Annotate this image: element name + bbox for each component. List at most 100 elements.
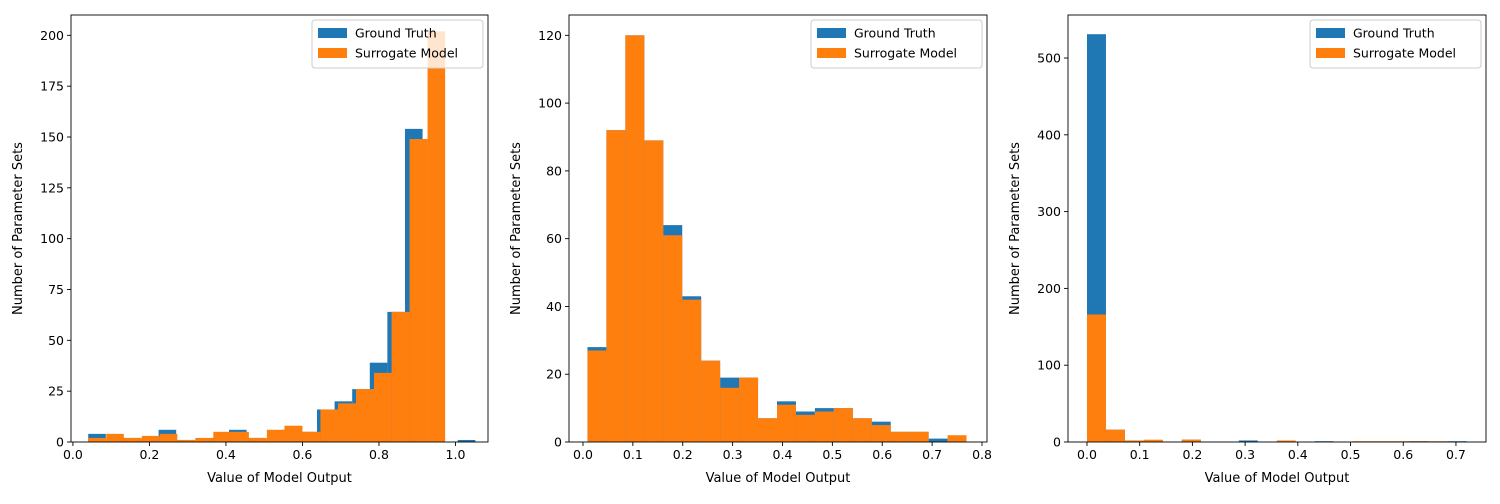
bar — [682, 299, 702, 442]
legend-swatch — [1316, 28, 1345, 38]
y-tick-label: 300 — [1037, 204, 1061, 219]
bar — [1181, 439, 1201, 442]
legend-label: Surrogate Model — [1353, 46, 1456, 61]
bar — [427, 31, 446, 443]
legend-swatch — [1316, 48, 1345, 58]
x-tick-label: 0.0 — [1077, 447, 1097, 462]
x-tick-label: 0.5 — [1341, 447, 1361, 462]
x-tick-label: 0.0 — [63, 447, 83, 462]
bar — [320, 409, 339, 442]
axes-frame — [70, 14, 489, 443]
subplot-1: 0.0 0.2 0.4 0.6 0.8 1.0 0 25 50 75 100 125 150 175 200… — [11, 14, 489, 486]
bar — [720, 387, 740, 442]
x-tick-label: 0.7 — [1446, 447, 1466, 462]
bar — [106, 433, 124, 442]
bar — [391, 311, 410, 442]
bar — [159, 433, 178, 442]
subplot-2: 0.0 0.1 0.2 0.3 0.4 0.5 0.6 0.7 0.8 0 20 40 60 80 100 1… — [509, 14, 992, 486]
y-axis-label: Number of Parameter Sets — [1008, 142, 1023, 315]
bar — [852, 418, 872, 442]
legend-swatch — [318, 48, 347, 58]
y-tick-label: 500 — [1037, 51, 1061, 66]
x-tick-label: 0.1 — [1130, 447, 1150, 462]
y-tick-label: 20 — [546, 367, 562, 382]
axes-frame — [1067, 14, 1487, 443]
x-tick-label: 0.6 — [1393, 447, 1413, 462]
y-tick-label: 200 — [40, 28, 64, 43]
legend-swatch — [318, 28, 347, 38]
y-tick-label: 0 — [554, 435, 562, 450]
bar — [302, 431, 321, 442]
legend-label: Ground Truth — [854, 26, 936, 41]
x-tick-label: 0.5 — [822, 447, 842, 462]
series-surrogate-model — [587, 35, 967, 442]
bar — [284, 425, 303, 442]
legend-box — [311, 19, 484, 69]
y-axis-label: Number of Parameter Sets — [11, 142, 26, 315]
bar — [1238, 440, 1258, 442]
legend-label: Ground Truth — [355, 26, 437, 41]
legend: Ground Truth Surrogate Model — [810, 19, 983, 69]
legend-swatch — [817, 48, 846, 58]
legend-label: Surrogate Model — [355, 46, 458, 61]
series-surrogate-model — [88, 31, 446, 443]
bar — [814, 411, 834, 442]
x-axis-label: Value of Model Output — [706, 471, 851, 486]
bar — [833, 408, 853, 442]
x-tick-label: 0.6 — [872, 447, 892, 462]
bar — [1105, 429, 1125, 442]
bar — [141, 435, 160, 442]
bar — [338, 403, 357, 442]
bar — [606, 130, 626, 442]
bar — [266, 429, 285, 442]
bar — [1086, 314, 1106, 442]
bar — [739, 377, 759, 442]
bar — [1124, 440, 1144, 442]
y-tick-label: 100 — [538, 96, 562, 111]
bar — [795, 414, 815, 442]
x-tick-label: 0.4 — [1288, 447, 1308, 462]
bar — [248, 437, 267, 442]
x-tick-label: 0.3 — [1235, 447, 1255, 462]
bar — [457, 439, 476, 442]
y-tick-label: 100 — [1037, 358, 1061, 373]
bar — [88, 437, 107, 442]
legend: Ground Truth Surrogate Model — [311, 19, 484, 69]
bar — [644, 140, 664, 442]
x-tick-label: 1.0 — [446, 447, 466, 462]
bar — [195, 437, 214, 442]
bar — [409, 139, 428, 442]
y-tick-label: 150 — [40, 130, 64, 145]
legend-swatch — [817, 28, 846, 38]
y-tick-label: 80 — [546, 163, 562, 178]
bar — [928, 438, 948, 442]
x-tick-label: 0.7 — [922, 447, 942, 462]
bar — [123, 437, 142, 442]
series-surrogate-model — [1086, 314, 1448, 442]
x-tick-label: 0.2 — [139, 447, 159, 462]
y-tick-label: 200 — [1037, 281, 1061, 296]
series-ground-truth — [1086, 34, 1467, 442]
bar — [230, 431, 249, 442]
x-tick-label: 0.0 — [573, 447, 593, 462]
legend-box — [1309, 19, 1482, 69]
x-tick-label: 0.8 — [972, 447, 992, 462]
y-tick-label: 25 — [48, 384, 64, 399]
legend-label: Ground Truth — [1353, 26, 1435, 41]
bar — [890, 431, 910, 442]
y-tick-label: 75 — [48, 282, 64, 297]
bar — [177, 439, 196, 442]
bar — [1143, 439, 1163, 442]
x-tick-label: 0.4 — [773, 447, 793, 462]
bar — [909, 431, 929, 442]
legend-box — [810, 19, 983, 69]
x-tick-label: 0.4 — [216, 447, 236, 462]
y-tick-label: 175 — [40, 79, 64, 94]
y-tick-label: 50 — [48, 333, 64, 348]
bar — [356, 389, 374, 442]
bar — [758, 418, 777, 442]
bar — [213, 431, 231, 442]
subplot-3: 0.0 0.1 0.2 0.3 0.4 0.5 0.6 0.7 0 100 200 300 400 500… — [1008, 14, 1487, 486]
